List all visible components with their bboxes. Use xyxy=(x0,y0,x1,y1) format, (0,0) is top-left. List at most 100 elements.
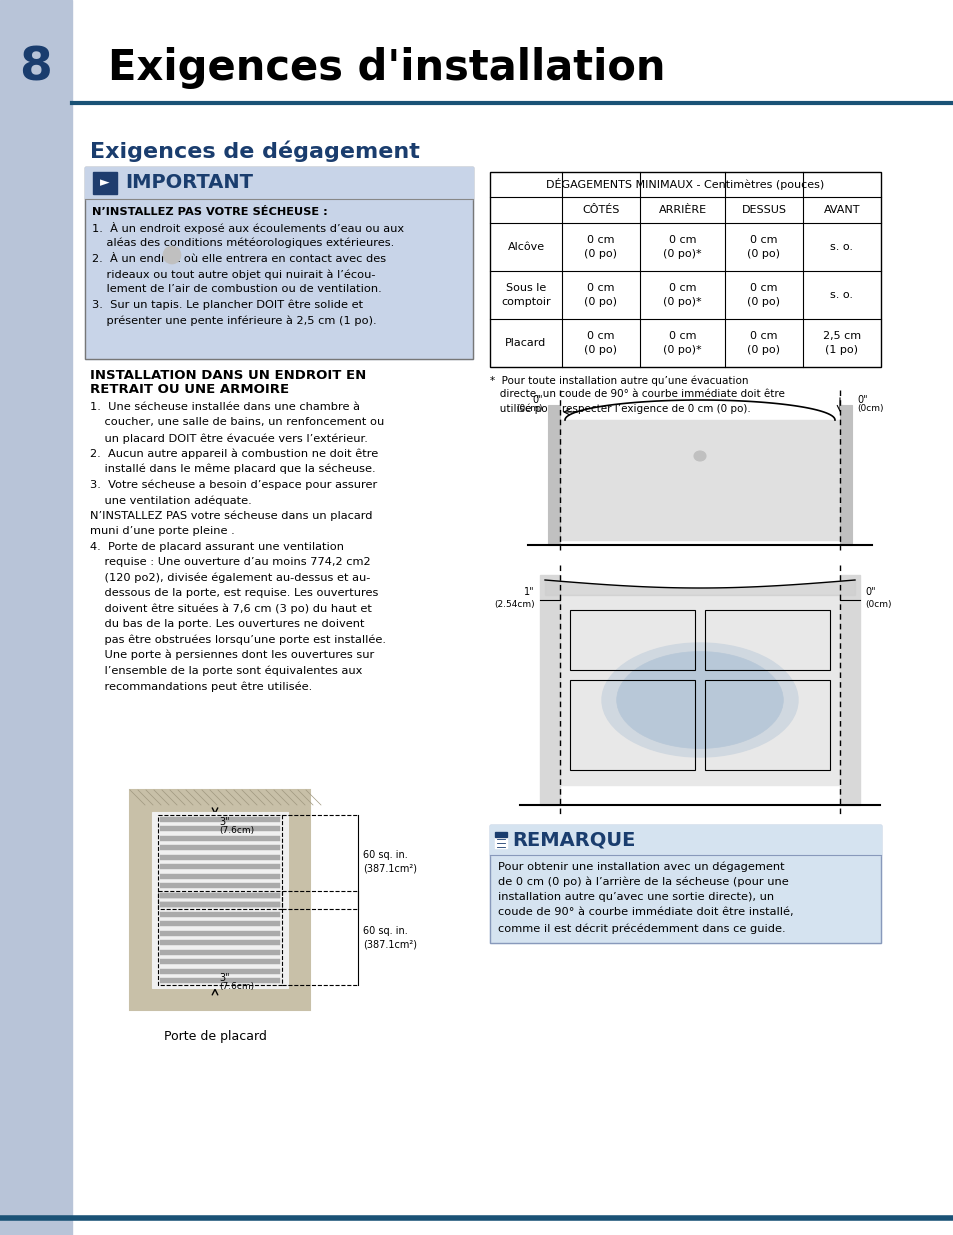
Text: (0cm): (0cm) xyxy=(516,404,542,412)
Bar xyxy=(160,873,280,878)
Text: 0": 0" xyxy=(856,395,866,405)
Bar xyxy=(160,883,280,888)
Bar xyxy=(704,610,829,671)
Bar xyxy=(0,0,71,1235)
Text: Placard: Placard xyxy=(505,338,546,348)
Text: IMPORTANT: IMPORTANT xyxy=(125,173,253,193)
Bar xyxy=(92,172,117,194)
Bar xyxy=(160,845,280,851)
Text: muni d’une porte pleine .: muni d’une porte pleine . xyxy=(90,526,234,536)
Text: N’INSTALLEZ PAS VOTRE SÉCHEUSE :: N’INSTALLEZ PAS VOTRE SÉCHEUSE : xyxy=(91,207,328,217)
Text: 3.  Sur un tapis. Le plancher DOIT être solide et: 3. Sur un tapis. Le plancher DOIT être s… xyxy=(91,300,363,310)
Bar xyxy=(160,968,280,973)
Text: (2.54cm): (2.54cm) xyxy=(494,599,535,609)
Text: DÉGAGEMENTS MINIMAUX - Centimètres (pouces): DÉGAGEMENTS MINIMAUX - Centimètres (pouc… xyxy=(546,179,823,190)
Ellipse shape xyxy=(693,451,705,461)
Bar xyxy=(490,825,880,944)
Text: 3": 3" xyxy=(219,973,230,983)
Text: Sous le
comptoir: Sous le comptoir xyxy=(500,283,550,308)
Text: Pour obtenir une installation avec un dégagement: Pour obtenir une installation avec un dé… xyxy=(497,861,783,872)
Text: 0 cm
(0 po)*: 0 cm (0 po)* xyxy=(662,235,701,259)
Text: requise : Une ouverture d’au moins 774,2 cm2: requise : Une ouverture d’au moins 774,2… xyxy=(90,557,370,567)
Text: *  Pour toute installation autre qu’une évacuation: * Pour toute installation autre qu’une é… xyxy=(490,375,748,385)
Bar xyxy=(85,167,473,199)
Text: 0 cm
(0 po): 0 cm (0 po) xyxy=(747,283,780,308)
Text: 0 cm
(0 po)*: 0 cm (0 po)* xyxy=(662,331,701,354)
Bar xyxy=(490,172,880,367)
Text: DESSUS: DESSUS xyxy=(740,205,785,215)
Text: RETRAIT OU UNE ARMOIRE: RETRAIT OU UNE ARMOIRE xyxy=(90,383,289,396)
Bar xyxy=(569,610,695,671)
Text: Exigences de dégagement: Exigences de dégagement xyxy=(90,140,419,162)
Text: Alcôve: Alcôve xyxy=(507,242,544,252)
Text: dessous de la porte, est requise. Les ouvertures: dessous de la porte, est requise. Les ou… xyxy=(90,588,378,598)
Bar xyxy=(130,790,310,1010)
Text: INSTALLATION DANS UN ENDROIT EN: INSTALLATION DANS UN ENDROIT EN xyxy=(90,369,366,382)
Bar xyxy=(559,420,840,540)
Text: utilisé pour respecter l’exigence de 0 cm (0 po).: utilisé pour respecter l’exigence de 0 c… xyxy=(490,403,750,414)
Bar xyxy=(539,576,559,805)
Bar xyxy=(158,890,282,986)
Text: (0cm): (0cm) xyxy=(864,599,890,609)
Bar xyxy=(490,172,880,198)
Bar xyxy=(160,818,280,823)
Text: coude de 90° à courbe immédiate doit être installé,: coude de 90° à courbe immédiate doit êtr… xyxy=(497,908,793,918)
Text: (7.6cm): (7.6cm) xyxy=(219,982,253,990)
Bar xyxy=(840,576,859,805)
Text: s. o.: s. o. xyxy=(830,242,853,252)
Text: un placard DOIT être évacuée vers l’extérieur.: un placard DOIT être évacuée vers l’exté… xyxy=(90,433,368,443)
Text: 0 cm
(0 po): 0 cm (0 po) xyxy=(584,283,617,308)
Bar xyxy=(158,815,282,909)
Text: directe, un coude de 90° à courbe immédiate doit être: directe, un coude de 90° à courbe immédi… xyxy=(490,389,784,399)
Bar xyxy=(160,864,280,869)
Text: pas être obstruées lorsqu’une porte est installée.: pas être obstruées lorsqu’une porte est … xyxy=(90,635,386,645)
Bar xyxy=(160,960,280,965)
Text: 0": 0" xyxy=(864,587,875,597)
Text: 1": 1" xyxy=(524,587,535,597)
Text: Une porte à persiennes dont les ouvertures sur: Une porte à persiennes dont les ouvertur… xyxy=(90,650,374,661)
Text: (0cm): (0cm) xyxy=(856,404,882,412)
Text: coucher, une salle de bains, un renfoncement ou: coucher, une salle de bains, un renfonce… xyxy=(90,417,384,427)
Text: 60 sq. in.
(387.1cm²): 60 sq. in. (387.1cm²) xyxy=(363,851,416,873)
Bar xyxy=(569,680,695,769)
Text: 0 cm
(0 po): 0 cm (0 po) xyxy=(747,331,780,354)
Ellipse shape xyxy=(616,652,782,748)
Bar xyxy=(160,931,280,936)
Bar xyxy=(160,893,280,898)
Ellipse shape xyxy=(163,246,181,264)
Text: recommandations peut être utilisée.: recommandations peut être utilisée. xyxy=(90,680,312,692)
Text: 1.  À un endroit exposé aux écoulements d’eau ou aux: 1. À un endroit exposé aux écoulements d… xyxy=(91,222,404,235)
Text: 1.  Une sécheuse installée dans une chambre à: 1. Une sécheuse installée dans une chamb… xyxy=(90,403,359,412)
Bar xyxy=(160,902,280,906)
Text: installé dans le même placard que la sécheuse.: installé dans le même placard que la séc… xyxy=(90,464,375,474)
Bar xyxy=(160,911,280,916)
Text: (7.6cm): (7.6cm) xyxy=(219,826,253,836)
Text: N’INSTALLEZ PAS votre sécheuse dans un placard: N’INSTALLEZ PAS votre sécheuse dans un p… xyxy=(90,510,372,521)
Bar xyxy=(490,825,880,855)
Text: Exigences d'installation: Exigences d'installation xyxy=(108,47,665,89)
Bar xyxy=(495,832,506,837)
Text: s. o.: s. o. xyxy=(830,290,853,300)
Text: (120 po2), divisée également au-dessus et au-: (120 po2), divisée également au-dessus e… xyxy=(90,573,370,583)
Bar xyxy=(160,903,280,908)
Text: comme il est décrit précédemment dans ce guide.: comme il est décrit précédemment dans ce… xyxy=(497,923,785,934)
Bar xyxy=(160,893,280,898)
Bar xyxy=(152,811,288,988)
Text: rideaux ou tout autre objet qui nuirait à l’écou-: rideaux ou tout autre objet qui nuirait … xyxy=(91,269,375,279)
Bar xyxy=(160,978,280,983)
Bar xyxy=(490,825,880,944)
Text: 0": 0" xyxy=(532,395,542,405)
Text: AVANT: AVANT xyxy=(822,205,860,215)
Text: 8: 8 xyxy=(20,46,52,90)
Text: ►: ► xyxy=(100,177,110,189)
Text: CÔTÉS: CÔTÉS xyxy=(581,205,619,215)
Text: 60 sq. in.
(387.1cm²): 60 sq. in. (387.1cm²) xyxy=(363,926,416,950)
Bar xyxy=(85,167,473,359)
Text: 0 cm
(0 po): 0 cm (0 po) xyxy=(747,235,780,259)
Text: 2,5 cm
(1 po): 2,5 cm (1 po) xyxy=(822,331,861,354)
Bar xyxy=(704,680,829,769)
Text: présenter une pente inférieure à 2,5 cm (1 po).: présenter une pente inférieure à 2,5 cm … xyxy=(91,315,376,326)
Text: 0 cm
(0 po)*: 0 cm (0 po)* xyxy=(662,283,701,308)
Text: lement de l’air de combustion ou de ventilation.: lement de l’air de combustion ou de vent… xyxy=(91,284,381,294)
Text: l’ensemble de la porte sont équivalentes aux: l’ensemble de la porte sont équivalentes… xyxy=(90,666,362,676)
